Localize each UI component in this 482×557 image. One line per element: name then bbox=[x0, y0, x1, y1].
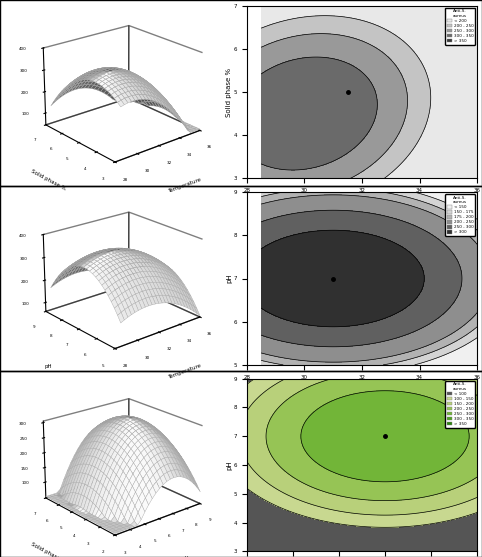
Y-axis label: pH: pH bbox=[226, 273, 232, 284]
Y-axis label: pH: pH bbox=[226, 460, 232, 470]
X-axis label: Temperature: Temperature bbox=[168, 364, 202, 380]
X-axis label: Temperature: Temperature bbox=[168, 177, 202, 194]
Legend: < 100, 100 - 150, 150 - 200, 200 - 250, 250 - 300, 300 - 350, > 350: < 100, 100 - 150, 150 - 200, 200 - 250, … bbox=[445, 381, 475, 428]
Y-axis label: Solid phase %: Solid phase % bbox=[30, 168, 67, 191]
X-axis label: pH: pH bbox=[181, 556, 189, 557]
Y-axis label: Solid phase %: Solid phase % bbox=[226, 67, 232, 116]
Legend: < 200, 200 - 250, 250 - 300, 300 - 350, > 350: < 200, 200 - 250, 250 - 300, 300 - 350, … bbox=[445, 8, 475, 45]
Y-axis label: Solid phase %: Solid phase % bbox=[30, 541, 67, 557]
Y-axis label: pH: pH bbox=[45, 364, 53, 369]
X-axis label: Temperature: Temperature bbox=[340, 381, 384, 387]
Legend: < 150, 150 - 175, 175 - 200, 200 - 250, 250 - 300, > 300: < 150, 150 - 175, 175 - 200, 200 - 250, … bbox=[445, 194, 475, 236]
X-axis label: Temperature: Temperature bbox=[340, 194, 384, 201]
